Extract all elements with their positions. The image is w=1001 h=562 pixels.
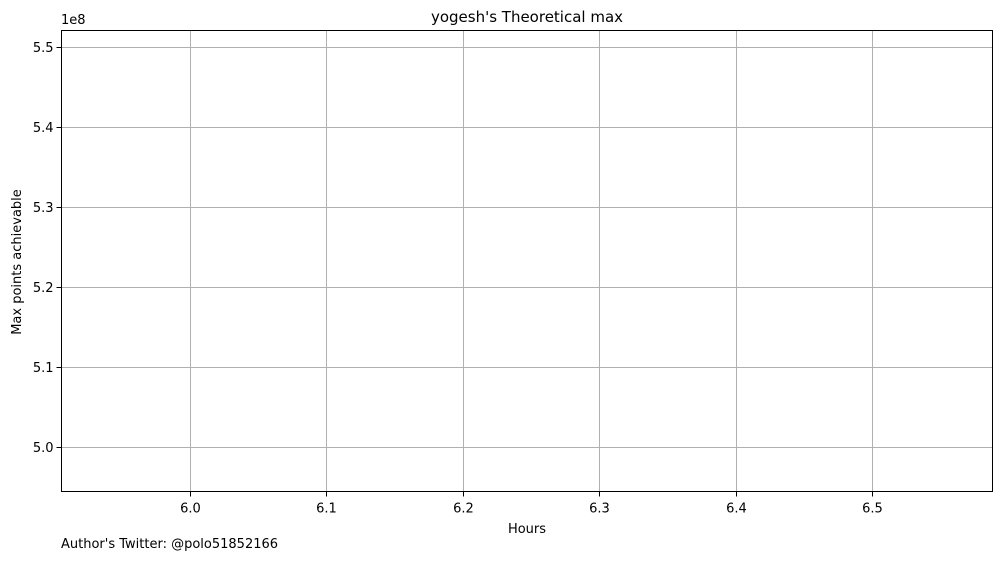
x-tick-label: 6.1: [316, 502, 337, 517]
grid-layer: [61, 30, 993, 492]
y-axis-title: Max points achievable: [10, 189, 25, 335]
plot-frame: [61, 30, 993, 492]
x-tick-label: 6.5: [862, 502, 883, 517]
y-tick-label: 5.5: [33, 41, 54, 56]
chart-title: yogesh's Theoretical max: [431, 8, 623, 26]
x-axis-title: Hours: [508, 522, 546, 537]
x-tick-label: 6.4: [726, 502, 747, 517]
x-tick-label: 6.2: [453, 502, 474, 517]
x-tick-label: 6.3: [589, 502, 610, 517]
y-tick-label: 5.0: [33, 441, 54, 456]
author-twitter-note: Author's Twitter: @polo51852166: [61, 537, 279, 552]
y-tick-label: 5.1: [33, 361, 54, 376]
y-tick-label: 5.3: [33, 201, 54, 216]
ticks-layer: 6.0 6.1 6.2 6.3 6.4 6.5 5.0 5.1 5.2 5.3 5.4 5.5: [33, 41, 883, 517]
y-multiplier-label: 1e8: [61, 13, 86, 28]
x-tick-label: 6.0: [180, 502, 201, 517]
y-tick-label: 5.2: [33, 281, 54, 296]
y-tick-label: 5.4: [33, 121, 54, 136]
